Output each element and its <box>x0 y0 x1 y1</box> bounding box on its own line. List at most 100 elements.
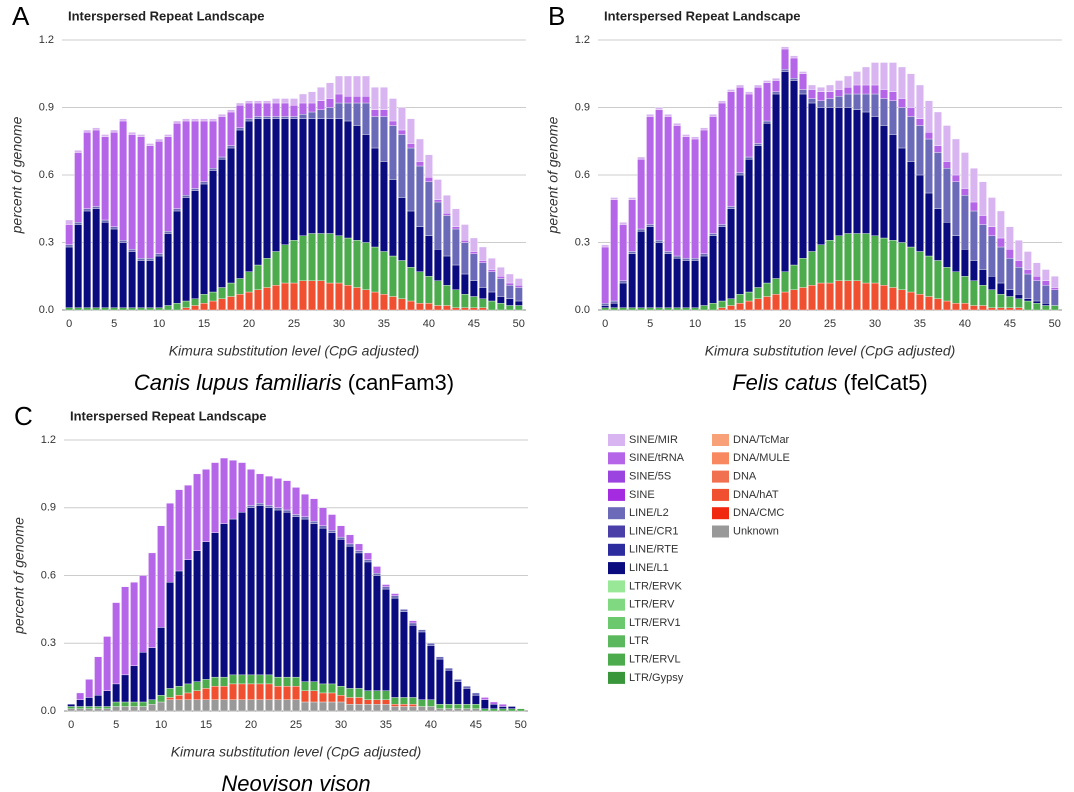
bar-segment <box>155 141 163 254</box>
bar-segment <box>272 118 280 252</box>
bar-segment <box>364 559 372 563</box>
bar-segment <box>128 249 137 252</box>
bar-segment <box>94 695 103 707</box>
bar-segment <box>655 107 664 110</box>
bar-segment <box>835 280 843 311</box>
legend-swatch <box>712 470 729 483</box>
bar-segment <box>434 305 442 311</box>
bar-segment <box>880 285 888 311</box>
bar-segment <box>496 276 505 279</box>
bar-segment <box>274 509 282 678</box>
y-tick-label: 0.0 <box>41 705 56 717</box>
bar-segment <box>682 260 690 308</box>
bar-segment <box>193 690 201 700</box>
x-tick-label: 40 <box>423 318 435 330</box>
bar-segment <box>469 296 478 308</box>
bar-segment <box>193 699 201 712</box>
bar-segment <box>164 233 172 306</box>
bar-segment <box>471 692 480 696</box>
bar-segment <box>700 129 708 254</box>
bar-segment <box>112 706 121 712</box>
legend-label: LINE/RTE <box>629 544 678 556</box>
bar-segment <box>808 285 816 311</box>
bar-segment <box>637 307 646 311</box>
bar-segment <box>925 296 933 311</box>
bar-segment <box>263 258 271 288</box>
x-tick-label: 25 <box>288 318 300 330</box>
bar-segment <box>664 114 673 117</box>
bar-segment <box>272 285 280 311</box>
bar-segment <box>328 692 336 703</box>
bar-segment <box>505 282 514 286</box>
bar-segment <box>128 251 137 308</box>
bar-segment <box>164 136 172 232</box>
bar-segment <box>727 305 735 311</box>
bar-segment <box>853 93 861 110</box>
bar-segment <box>996 210 1005 239</box>
bar-segment <box>505 305 514 311</box>
bar-segment <box>256 473 264 504</box>
bar-segment <box>745 91 753 95</box>
bar-segment <box>407 118 415 144</box>
bar-segment <box>691 260 699 308</box>
legend-swatch <box>608 434 625 446</box>
bar-segment <box>346 704 354 712</box>
bar-segment <box>166 699 174 712</box>
bar-segment <box>83 129 92 133</box>
bar-segment <box>317 118 325 234</box>
bar-segment <box>996 307 1005 311</box>
bar-segment <box>65 244 74 248</box>
bar-segment <box>389 98 397 122</box>
bar-segment <box>166 503 174 583</box>
bar-segment <box>451 264 460 290</box>
bar-segment <box>480 708 489 712</box>
bar-segment <box>943 222 951 268</box>
bar-segment <box>763 296 771 311</box>
bar-segment <box>443 255 451 286</box>
bar-segment <box>436 658 444 705</box>
legend-swatch <box>712 434 729 446</box>
bar-segment <box>416 271 424 304</box>
bar-segment <box>265 699 273 712</box>
bar-segment <box>263 102 271 117</box>
bar-segment <box>353 287 361 311</box>
bar-segment <box>182 197 190 302</box>
bar-segment <box>673 255 681 259</box>
bar-segment <box>709 114 717 117</box>
bar-segment <box>817 244 825 284</box>
bar-segment <box>434 280 442 306</box>
bar-segment <box>317 280 325 311</box>
bar-segment <box>391 697 399 705</box>
bar-segment <box>808 98 816 104</box>
bar-segment <box>202 688 210 700</box>
bar-segment <box>453 679 462 682</box>
bar-segment <box>1014 294 1023 299</box>
bar-segment <box>961 188 969 196</box>
bar-segment <box>628 253 637 308</box>
bar-segment <box>871 84 879 95</box>
bar-segment <box>781 46 789 50</box>
bar-segment <box>646 226 655 308</box>
legend-label: DNA/TcMar <box>733 434 790 446</box>
bar-segment <box>373 575 381 691</box>
bar-segment <box>943 161 951 169</box>
bar-segment <box>292 685 300 700</box>
bar-segment <box>907 73 915 108</box>
bar-segment <box>380 294 388 311</box>
bar-segment <box>94 708 103 712</box>
bar-segment <box>74 152 83 223</box>
bar-segment <box>754 84 762 88</box>
legend-swatch <box>608 562 625 575</box>
bar-segment <box>425 154 433 178</box>
bar-segment <box>610 197 619 200</box>
bar-segment <box>391 597 399 698</box>
bar-segment <box>371 246 379 293</box>
bar-segment <box>709 116 717 234</box>
bar-segment <box>211 699 219 712</box>
bar-segment <box>443 215 451 257</box>
bar-segment <box>514 305 523 311</box>
bar-segment <box>128 134 137 250</box>
bar-segment <box>434 179 442 200</box>
bar-segment <box>416 138 424 162</box>
bar-segment <box>478 287 487 299</box>
